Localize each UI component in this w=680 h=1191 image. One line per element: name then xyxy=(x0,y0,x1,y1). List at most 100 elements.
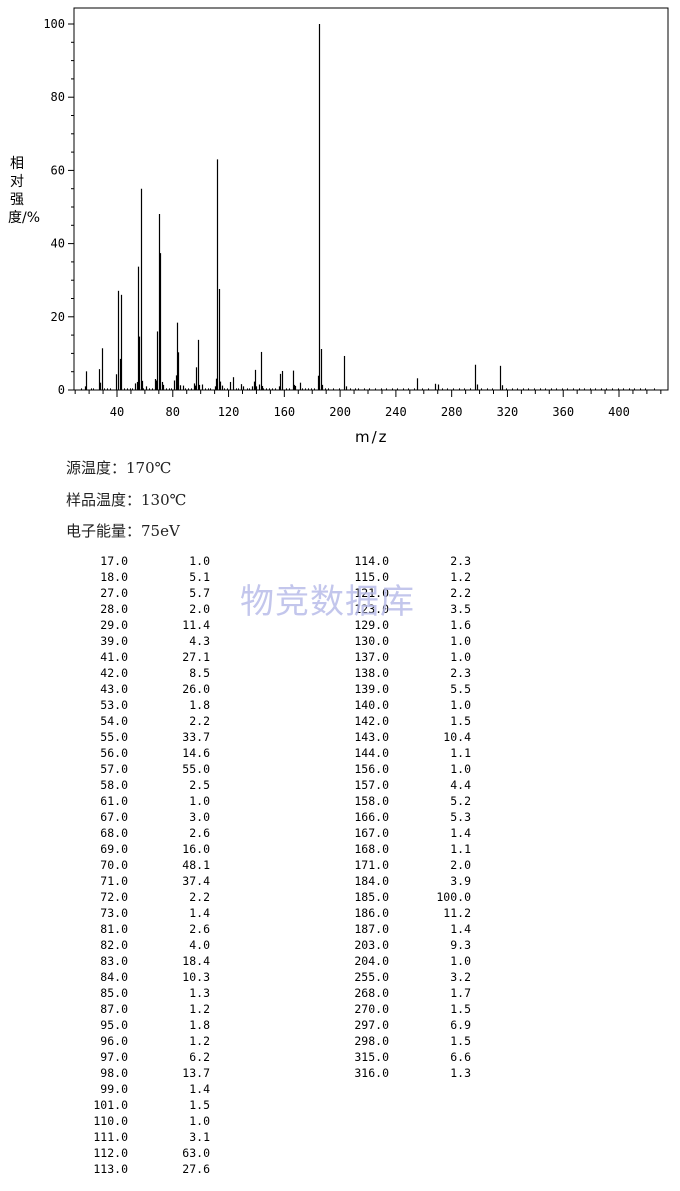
intensity-value: 6.2 xyxy=(189,1050,210,1064)
table-row: 113.0 27.6 xyxy=(72,1161,212,1177)
table-row: 68.0 2.6 xyxy=(72,825,212,841)
mz-value: 71.0 xyxy=(100,874,128,888)
mz-value: 123.0 xyxy=(354,602,389,616)
table-row: 204.0 1.0 xyxy=(333,953,473,969)
mz-value: 69.0 xyxy=(100,842,128,856)
mz-value: 111.0 xyxy=(93,1130,128,1144)
mz-value: 84.0 xyxy=(100,970,128,984)
table-row: 114.0 2.3 xyxy=(333,553,473,569)
table-row: 315.0 6.6 xyxy=(333,1049,473,1065)
mz-value: 112.0 xyxy=(93,1146,128,1160)
mz-value: 255.0 xyxy=(354,970,389,984)
table-row: 140.0 1.0 xyxy=(333,697,473,713)
table-row: 316.0 1.3 xyxy=(333,1065,473,1081)
table-row: 81.0 2.6 xyxy=(72,921,212,937)
intensity-value: 1.4 xyxy=(450,922,471,936)
mz-value: 115.0 xyxy=(354,570,389,584)
spectrum-peaks xyxy=(81,24,655,390)
intensity-value: 8.5 xyxy=(189,666,210,680)
table-row: 71.0 37.4 xyxy=(72,873,212,889)
intensity-value: 1.1 xyxy=(450,746,471,760)
table-row: 185.0 100.0 xyxy=(333,889,473,905)
mz-value: 143.0 xyxy=(354,730,389,744)
table-row: 96.0 1.2 xyxy=(72,1033,212,1049)
peak-table-right: 114.0 2.3 115.0 1.2 121.0 2.2 123.0 3.5 129.0 1.6… xyxy=(333,553,473,1081)
source-temperature: 源温度：170℃ xyxy=(66,459,172,477)
table-row: 70.0 48.1 xyxy=(72,857,212,873)
x-tick-label: 200 xyxy=(329,405,351,419)
mz-value: 139.0 xyxy=(354,682,389,696)
intensity-value: 2.2 xyxy=(450,586,471,600)
mz-value: 81.0 xyxy=(100,922,128,936)
table-row: 130.0 1.0 xyxy=(333,633,473,649)
mz-value: 18.0 xyxy=(100,570,128,584)
intensity-value: 4.3 xyxy=(189,634,210,648)
x-tick-label: 160 xyxy=(273,405,295,419)
intensity-value: 1.5 xyxy=(450,714,471,728)
intensity-value: 14.6 xyxy=(182,746,210,760)
intensity-value: 37.4 xyxy=(182,874,210,888)
mz-value: 184.0 xyxy=(354,874,389,888)
mz-value: 171.0 xyxy=(354,858,389,872)
intensity-value: 4.0 xyxy=(189,938,210,952)
intensity-value: 2.2 xyxy=(189,714,210,728)
table-row: 97.0 6.2 xyxy=(72,1049,212,1065)
table-row: 298.0 1.5 xyxy=(333,1033,473,1049)
y-axis-ticks: 0 20 40 60 80 100 xyxy=(43,17,74,397)
table-row: 297.0 6.9 xyxy=(333,1017,473,1033)
intensity-value: 3.9 xyxy=(450,874,471,888)
mz-value: 185.0 xyxy=(354,890,389,904)
mz-value: 87.0 xyxy=(100,1002,128,1016)
intensity-value: 2.0 xyxy=(450,858,471,872)
mz-value: 168.0 xyxy=(354,842,389,856)
table-row: 54.0 2.2 xyxy=(72,713,212,729)
mz-value: 203.0 xyxy=(354,938,389,952)
intensity-value: 2.5 xyxy=(189,778,210,792)
intensity-value: 2.2 xyxy=(189,890,210,904)
table-row: 95.0 1.8 xyxy=(72,1017,212,1033)
mz-value: 39.0 xyxy=(100,634,128,648)
table-row: 84.0 10.3 xyxy=(72,969,212,985)
mz-value: 121.0 xyxy=(354,586,389,600)
mz-value: 57.0 xyxy=(100,762,128,776)
table-row: 57.0 55.0 xyxy=(72,761,212,777)
intensity-value: 1.2 xyxy=(450,570,471,584)
x-axis-label: m/z xyxy=(355,428,389,446)
table-row: 142.0 1.5 xyxy=(333,713,473,729)
intensity-value: 1.8 xyxy=(189,1018,210,1032)
mz-value: 43.0 xyxy=(100,682,128,696)
mz-value: 53.0 xyxy=(100,698,128,712)
table-row: 98.0 13.7 xyxy=(72,1065,212,1081)
intensity-value: 1.0 xyxy=(450,650,471,664)
mz-value: 129.0 xyxy=(354,618,389,632)
intensity-value: 5.5 xyxy=(450,682,471,696)
table-row: 203.0 9.3 xyxy=(333,937,473,953)
intensity-value: 2.3 xyxy=(450,666,471,680)
intensity-value: 2.6 xyxy=(189,922,210,936)
intensity-value: 13.7 xyxy=(182,1066,210,1080)
intensity-value: 4.4 xyxy=(450,778,471,792)
y-tick-label: 20 xyxy=(51,310,65,324)
table-row: 158.0 5.2 xyxy=(333,793,473,809)
mz-value: 56.0 xyxy=(100,746,128,760)
mz-value: 61.0 xyxy=(100,794,128,808)
sample-temperature: 样品温度：130℃ xyxy=(66,491,187,509)
intensity-value: 1.0 xyxy=(189,794,210,808)
intensity-value: 18.4 xyxy=(182,954,210,968)
mz-value: 167.0 xyxy=(354,826,389,840)
mz-value: 186.0 xyxy=(354,906,389,920)
mz-value: 157.0 xyxy=(354,778,389,792)
intensity-value: 1.8 xyxy=(189,698,210,712)
intensity-value: 10.3 xyxy=(182,970,210,984)
mz-value: 83.0 xyxy=(100,954,128,968)
table-row: 101.0 1.5 xyxy=(72,1097,212,1113)
mz-value: 158.0 xyxy=(354,794,389,808)
intensity-value: 2.0 xyxy=(189,602,210,616)
mz-value: 68.0 xyxy=(100,826,128,840)
table-row: 28.0 2.0 xyxy=(72,601,212,617)
mz-value: 41.0 xyxy=(100,650,128,664)
y-tick-label: 40 xyxy=(51,237,65,251)
table-row: 171.0 2.0 xyxy=(333,857,473,873)
mz-value: 55.0 xyxy=(100,730,128,744)
